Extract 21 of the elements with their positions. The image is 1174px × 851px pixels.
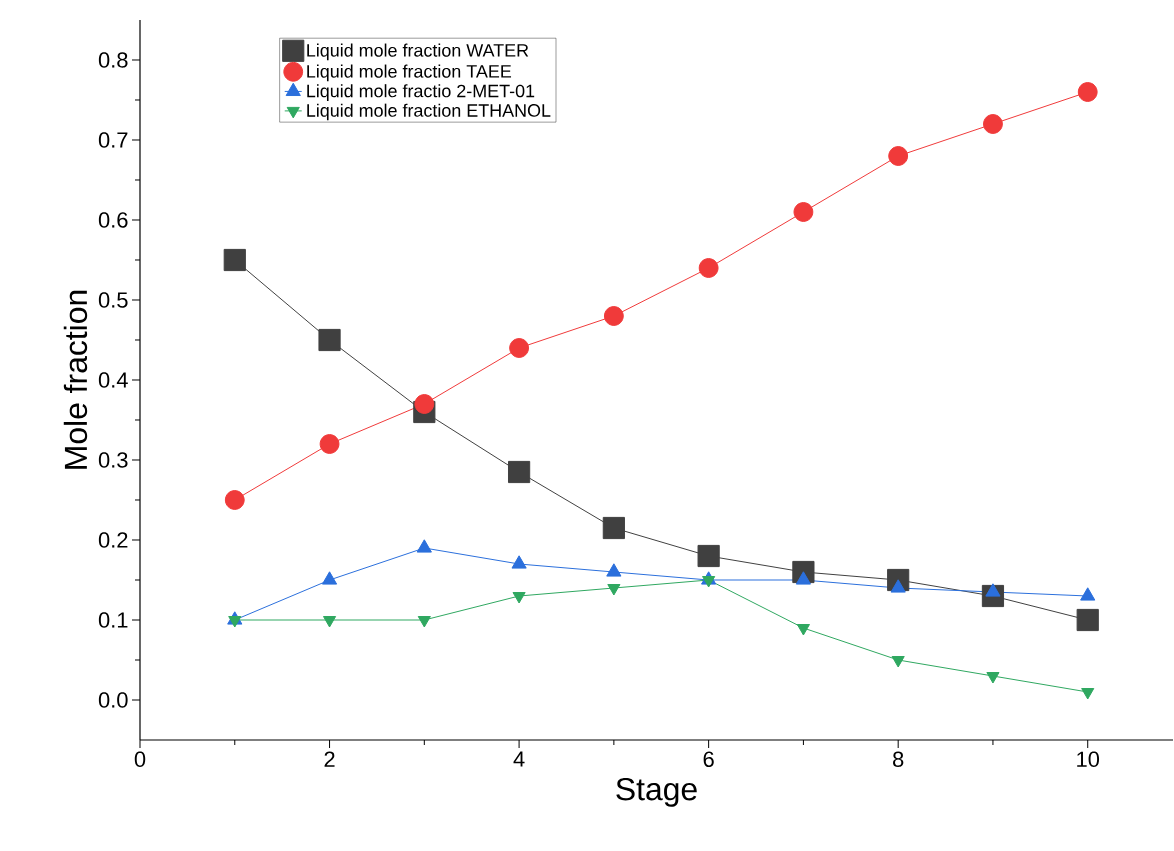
x-tick-label: 0	[134, 751, 146, 768]
y-tick-label: 0.7	[98, 132, 128, 148]
y-tick-label: 0.6	[98, 212, 128, 228]
legend-label: Liquid mole fractio 2-MET-01	[307, 84, 535, 101]
x-tick-label: 2	[324, 751, 335, 767]
y-tick-label: 0.2	[98, 532, 128, 548]
y-tick-label: 0.8	[98, 52, 128, 68]
x-axis-title: Stage	[616, 777, 697, 807]
legend-label: Liquid mole fraction TAEE	[307, 64, 512, 82]
y-tick-label: 0.3	[98, 452, 128, 468]
x-tick-label: 10	[1077, 751, 1100, 768]
x-tick-label: 4	[513, 751, 525, 767]
y-tick-label: 0.0	[98, 692, 128, 708]
y-tick-label: 0.1	[98, 612, 128, 628]
y-tick-label: 0.4	[98, 372, 128, 388]
x-tick-label: 8	[893, 751, 904, 768]
y-tick-label: 0.5	[98, 292, 128, 308]
legend-label: Liquid mole fraction WATER	[307, 43, 529, 61]
x-tick-label: 6	[703, 751, 714, 768]
legend-label: Liquid mole fraction ETHANOL	[307, 103, 551, 121]
y-axis-title: Mole fraction	[63, 290, 88, 469]
